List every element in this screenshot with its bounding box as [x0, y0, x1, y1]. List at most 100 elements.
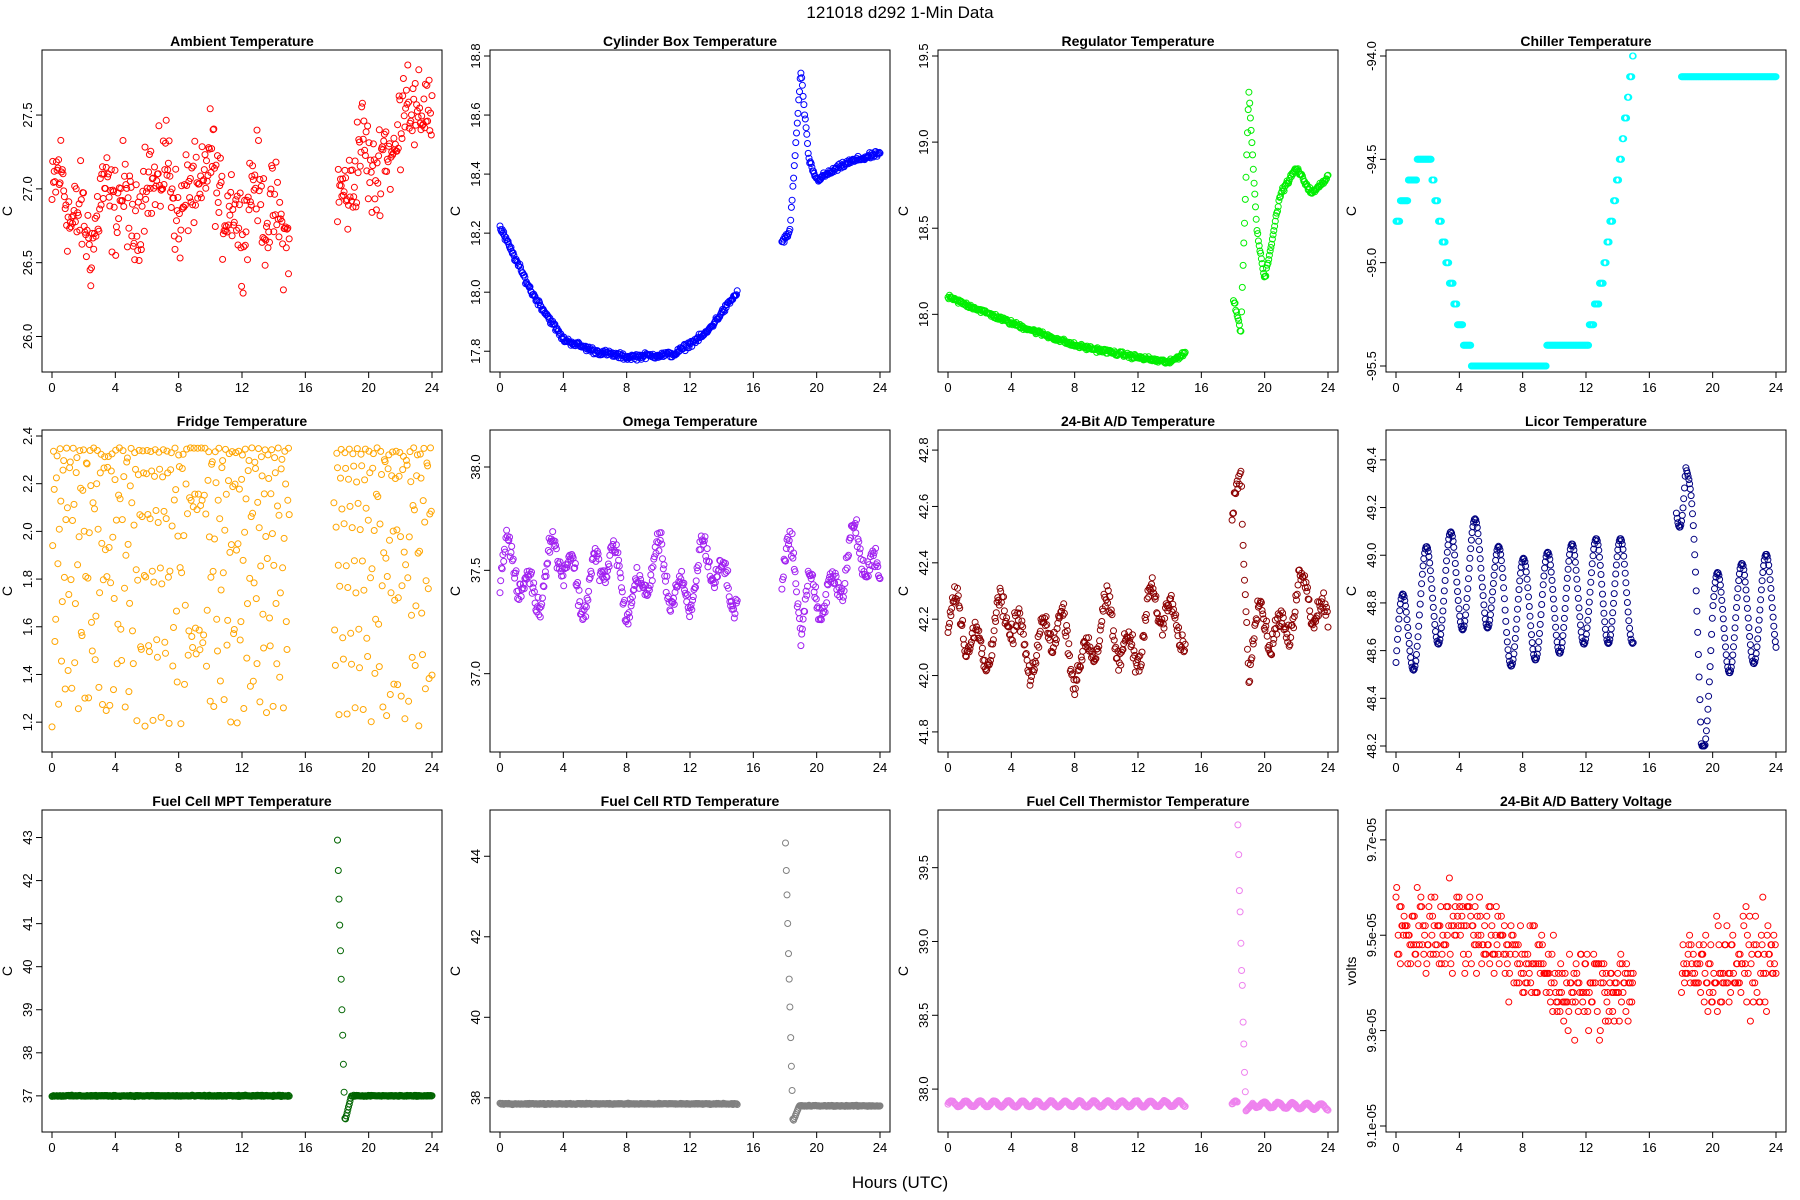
data-point — [375, 126, 383, 134]
data-point — [184, 651, 192, 659]
data-point — [80, 527, 88, 535]
data-point — [1071, 691, 1079, 699]
data-point — [1605, 238, 1613, 246]
data-point — [549, 528, 557, 536]
data-point — [1500, 584, 1508, 592]
panel-title: Chiller Temperature — [1520, 33, 1651, 49]
x-tick-label: 12 — [235, 760, 249, 775]
data-point — [1510, 650, 1518, 658]
data-point — [56, 179, 64, 187]
data-point — [93, 193, 101, 200]
y-tick-label: 40 — [20, 959, 35, 973]
data-point — [790, 162, 798, 170]
data-point — [251, 458, 259, 466]
data-point — [255, 137, 262, 144]
data-point — [1513, 615, 1521, 623]
data-point — [1710, 593, 1718, 601]
data-point — [247, 513, 255, 521]
data-point — [1734, 585, 1742, 593]
data-point — [408, 653, 416, 661]
data-point — [787, 1062, 795, 1070]
data-point — [1689, 510, 1696, 518]
data-point — [616, 569, 624, 577]
data-point — [186, 444, 194, 452]
data-point — [387, 589, 395, 597]
data-point — [95, 227, 103, 235]
x-tick-label: 16 — [1194, 760, 1208, 775]
data-point — [1595, 300, 1603, 308]
data-point — [215, 444, 223, 452]
data-point — [1492, 556, 1500, 564]
x-tick-label: 20 — [361, 760, 375, 775]
data-point — [1269, 231, 1277, 239]
data-point — [222, 445, 229, 453]
data-point — [121, 703, 129, 711]
data-point — [227, 718, 235, 726]
panel-title: Regulator Temperature — [1062, 33, 1215, 49]
data-point — [782, 867, 790, 874]
data-point — [379, 146, 387, 154]
data-point — [1536, 620, 1544, 628]
data-point — [408, 611, 415, 619]
data-point — [50, 485, 58, 493]
x-tick-label: 0 — [1392, 760, 1399, 775]
data-point — [61, 685, 69, 693]
x-tick-label: 8 — [1519, 760, 1526, 775]
data-point — [542, 572, 550, 580]
data-points — [496, 69, 884, 364]
data-point — [389, 527, 397, 535]
y-tick-label: 1.2 — [20, 713, 35, 731]
y-tick-label: 2.4 — [20, 427, 35, 445]
data-point — [1620, 560, 1628, 568]
data-point — [340, 520, 348, 528]
data-point — [257, 182, 265, 190]
data-point — [1535, 638, 1543, 646]
x-tick-label: 4 — [560, 380, 567, 395]
data-point — [360, 586, 368, 594]
data-point — [1729, 651, 1737, 659]
data-point — [555, 560, 563, 568]
data-point — [1680, 495, 1688, 503]
data-point — [334, 836, 341, 844]
data-point — [498, 565, 506, 573]
data-point — [178, 569, 186, 577]
data-point — [97, 201, 105, 209]
data-point — [150, 578, 158, 586]
x-tick-label: 12 — [1131, 380, 1145, 395]
x-tick-label: 4 — [1008, 760, 1015, 775]
data-point — [1240, 560, 1248, 568]
data-point — [133, 232, 141, 240]
data-point — [78, 240, 86, 248]
data-point — [1585, 341, 1593, 349]
data-point — [207, 573, 215, 581]
data-point — [111, 166, 119, 174]
data-point — [1323, 175, 1330, 183]
data-point — [427, 444, 434, 452]
data-point — [576, 598, 584, 606]
data-point — [1440, 597, 1448, 605]
x-tick-label: 16 — [1194, 1140, 1208, 1155]
data-point — [154, 519, 162, 526]
data-point — [1625, 93, 1633, 101]
data-point — [167, 449, 175, 457]
data-point — [1487, 604, 1495, 612]
data-point — [1248, 139, 1256, 147]
data-point — [386, 536, 393, 544]
data-point — [783, 891, 791, 899]
data-point — [801, 595, 809, 603]
data-point — [508, 542, 516, 550]
data-point — [1434, 197, 1442, 205]
y-axis-label: C — [1343, 586, 1359, 596]
data-point — [795, 96, 803, 104]
data-point — [1730, 643, 1737, 651]
data-point — [96, 469, 104, 477]
data-point — [1552, 623, 1560, 631]
data-point — [361, 476, 369, 484]
data-point — [353, 445, 361, 453]
data-point — [364, 516, 372, 524]
data-point — [285, 270, 292, 278]
data-point — [1246, 99, 1254, 107]
data-point — [1550, 605, 1558, 613]
